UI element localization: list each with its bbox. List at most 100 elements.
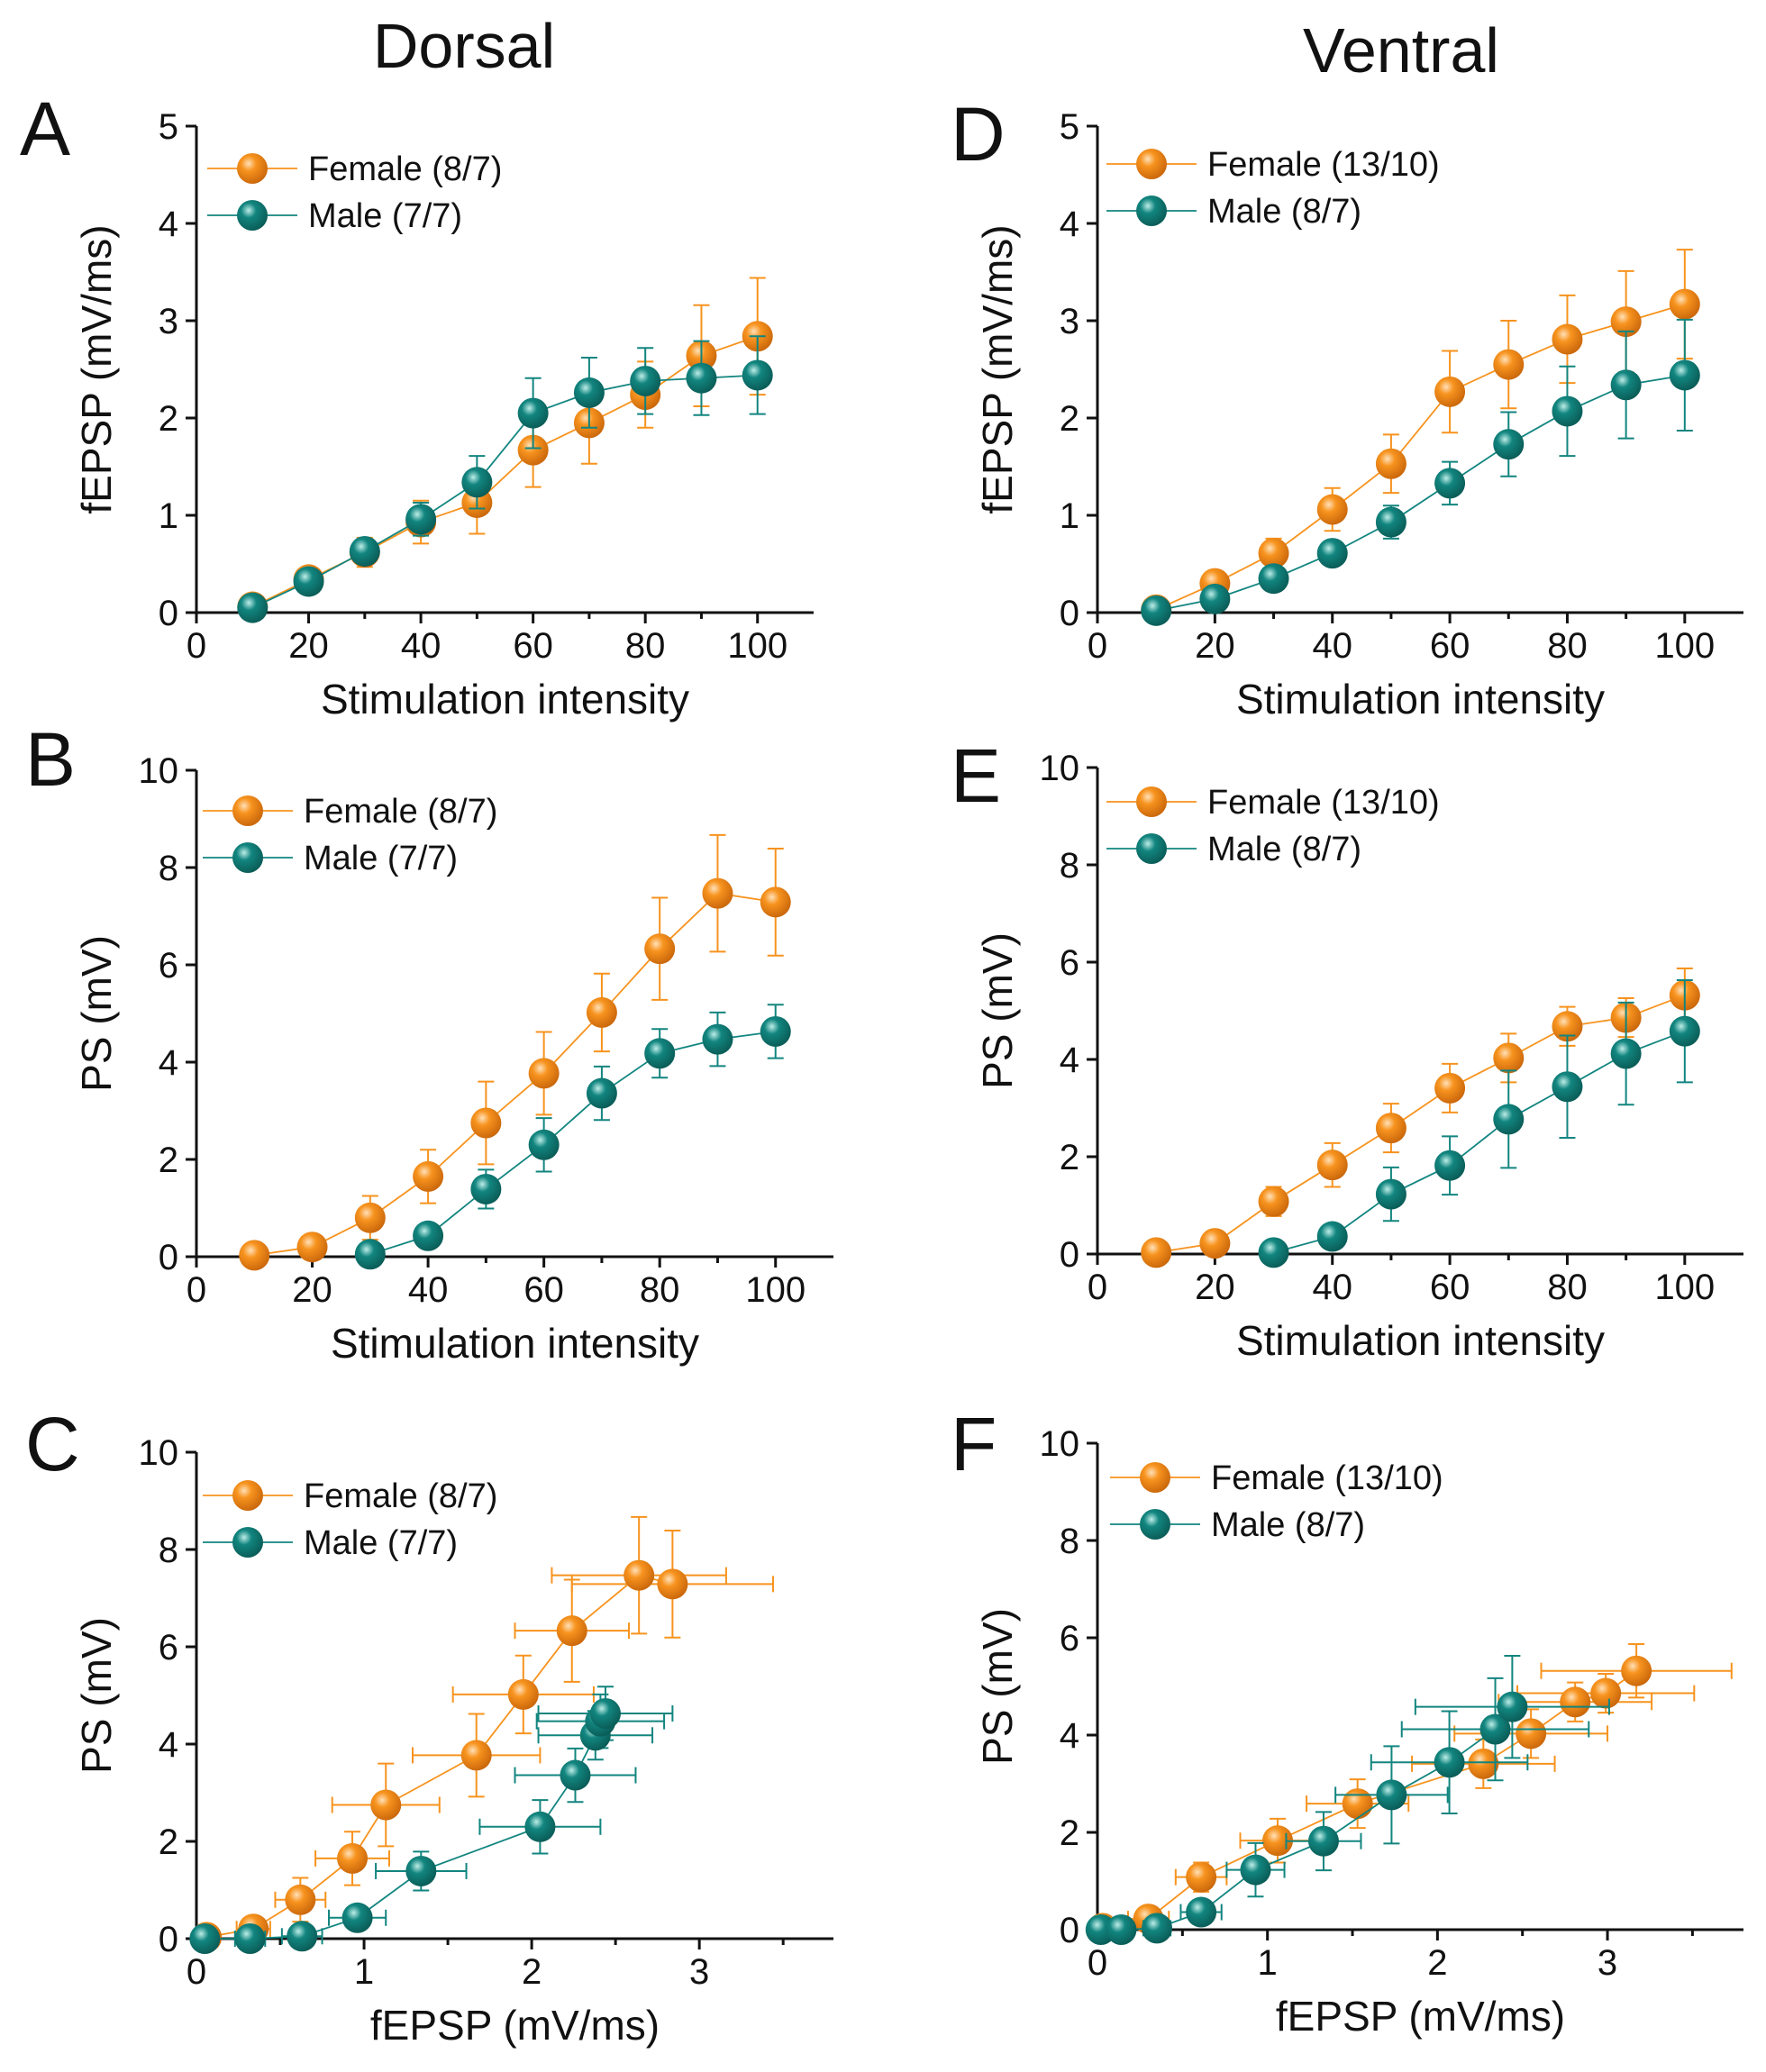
- male-data-point: [1199, 583, 1231, 614]
- male-data-point: [644, 1038, 676, 1069]
- x-tick-label: 20: [1195, 626, 1235, 666]
- female-data-point: [517, 434, 549, 466]
- y-tick-label: 4: [159, 204, 178, 244]
- male-data-point: [630, 365, 661, 396]
- male-data-point: [1669, 1015, 1700, 1047]
- female-data-point: [1669, 288, 1700, 320]
- male-data-point: [1186, 1896, 1217, 1928]
- male-data-point: [1434, 1747, 1465, 1778]
- female-data-point: [239, 1240, 270, 1271]
- x-tick-label: 0: [1088, 1943, 1107, 1983]
- x-tick-label: 40: [1312, 1268, 1352, 1307]
- male-data-point: [349, 535, 380, 567]
- legend-label-male: Male (8/7): [1207, 193, 1361, 231]
- x-tick-label: 1: [1258, 1943, 1278, 1983]
- female-data-point: [1493, 349, 1525, 380]
- female-data-point: [1560, 1686, 1591, 1718]
- legend-label-male: Male (7/7): [304, 840, 458, 877]
- x-tick-label: 20: [1195, 1268, 1235, 1307]
- male-data-point: [287, 1921, 318, 1952]
- x-tick-label: 0: [187, 626, 206, 666]
- y-axis-label: PS (mV): [73, 1617, 120, 1774]
- legend-marker-male: [232, 1527, 263, 1558]
- panel-letter-c: C: [25, 1402, 80, 1486]
- female-data-point: [1375, 1113, 1406, 1144]
- male-data-point: [234, 1923, 266, 1954]
- female-data-point: [760, 886, 791, 918]
- male-data-point: [742, 359, 773, 391]
- x-tick-label: 80: [1547, 626, 1588, 666]
- x-tick-label: 60: [523, 1270, 564, 1310]
- female-series-line: [1155, 303, 1686, 611]
- y-tick-label: 8: [159, 849, 178, 888]
- male-data-point: [1610, 1038, 1642, 1069]
- x-tick-label: 1: [354, 1952, 374, 1992]
- male-series-line: [251, 374, 758, 609]
- male-data-point: [589, 1697, 621, 1729]
- male-data-point: [1669, 359, 1700, 391]
- male-data-point: [1142, 1913, 1173, 1944]
- male-data-point: [405, 504, 437, 535]
- female-data-point: [1199, 1228, 1231, 1259]
- panel-b: B 0 20 40 60 80 100 0 2 4 6 8 10 Stimulation intensit…: [25, 717, 833, 1367]
- male-data-point: [1376, 1779, 1407, 1811]
- female-data-point: [1258, 538, 1289, 569]
- panel-c: C 0 1 2 3 0 2 4 6 8 10 fEPSP (mV/ms) PS (mV) Female (…: [25, 1402, 833, 2049]
- y-tick-label: 1: [1060, 496, 1079, 536]
- legend-marker-female: [1140, 1462, 1170, 1493]
- male-data-point: [1258, 563, 1289, 595]
- x-tick-label: 40: [1312, 626, 1352, 666]
- y-tick-label: 0: [159, 1920, 178, 1959]
- male-data-point: [686, 362, 717, 394]
- female-data-point: [1610, 306, 1642, 338]
- female-data-point: [1434, 1072, 1466, 1104]
- y-axis-label: PS (mV): [974, 932, 1021, 1089]
- male-data-point: [702, 1023, 733, 1055]
- x-axis-label: fEPSP (mV/ms): [370, 2002, 660, 2049]
- female-data-point: [1493, 1042, 1525, 1074]
- male-data-point: [413, 1220, 444, 1251]
- male-data-point: [560, 1759, 591, 1791]
- male-data-point: [1497, 1691, 1528, 1722]
- x-tick-label: 60: [513, 626, 553, 666]
- female-series-line: [1156, 994, 1686, 1254]
- y-tick-label: 0: [159, 1238, 178, 1277]
- female-data-point: [624, 1559, 655, 1591]
- legend-marker-male: [1136, 195, 1167, 226]
- female-data-point: [556, 1615, 587, 1647]
- y-tick-label: 0: [159, 594, 178, 633]
- y-tick-label: 6: [159, 1628, 178, 1668]
- legend-label-male: Male (7/7): [304, 1524, 458, 1562]
- y-tick-label: 3: [159, 302, 178, 341]
- female-data-point: [702, 877, 733, 909]
- y-tick-label: 8: [1060, 846, 1079, 886]
- y-axis-label: fEPSP (mV/ms): [974, 224, 1021, 513]
- female-data-point: [1258, 1186, 1289, 1217]
- male-data-point: [1493, 429, 1525, 460]
- x-tick-label: 100: [1654, 1268, 1715, 1307]
- x-tick-label: 60: [1430, 1268, 1470, 1307]
- male-series-line: [1156, 374, 1685, 612]
- legend-marker-female: [1136, 149, 1167, 179]
- male-data-point: [586, 1077, 617, 1109]
- male-data-point: [1141, 595, 1172, 626]
- female-data-point: [460, 1740, 492, 1771]
- legend-marker-female: [232, 795, 263, 826]
- x-tick-label: 2: [522, 1952, 542, 1992]
- male-data-point: [1106, 1914, 1137, 1945]
- male-data-point: [1240, 1854, 1271, 1886]
- female-series-line: [1102, 1669, 1637, 1930]
- legend-marker-female: [237, 153, 268, 184]
- x-tick-label: 40: [408, 1270, 449, 1310]
- female-data-point: [1468, 1748, 1499, 1779]
- female-data-point: [370, 1789, 402, 1821]
- y-tick-label: 10: [139, 1433, 179, 1473]
- y-tick-label: 2: [159, 1141, 178, 1180]
- legend-marker-female: [1136, 786, 1167, 817]
- x-tick-label: 60: [1430, 626, 1470, 666]
- legend-label-male: Male (8/7): [1207, 831, 1361, 868]
- x-tick-label: 20: [292, 1270, 332, 1310]
- male-data-point: [573, 377, 605, 408]
- female-series-line: [254, 892, 776, 1257]
